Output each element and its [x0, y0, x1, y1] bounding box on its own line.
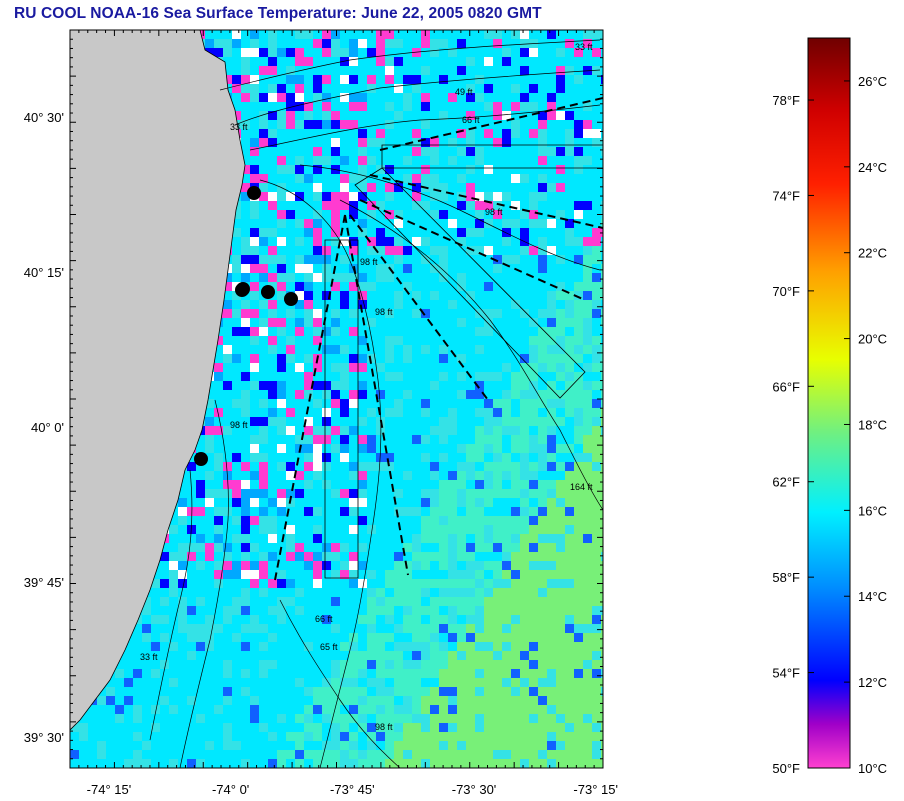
colorbar-c-label: 12°C	[858, 675, 887, 690]
stations	[194, 186, 298, 466]
map-title: RU COOL NOAA-16 Sea Surface Temperature:…	[14, 5, 542, 22]
colorbar-gradient	[807, 37, 851, 769]
colorbar-c-label: 24°C	[858, 160, 887, 175]
contour-label: 66 ft	[315, 614, 333, 624]
lon-label: -73° 30'	[452, 782, 497, 797]
lon-label: -73° 45'	[330, 782, 375, 797]
axis-ticks	[69, 29, 604, 769]
station-marker	[194, 452, 208, 466]
colorbar-c-label: 18°C	[858, 417, 887, 432]
station-marker	[247, 186, 261, 200]
contour-label: 33 ft	[140, 652, 158, 662]
lat-label: 40° 30'	[24, 110, 64, 125]
colorbar-f-label: 54°F	[772, 666, 800, 681]
station-marker	[236, 282, 250, 296]
transect-lines	[274, 97, 603, 581]
contour-label: 33 ft	[575, 42, 593, 52]
colorbar-fahrenheit-labels: 78°F 74°F 70°F 66°F 62°F 58°F 54°F 50°F	[772, 93, 814, 776]
lon-label: -74° 0'	[212, 782, 249, 797]
colorbar-c-label: 26°C	[858, 74, 887, 89]
contour-label: 98 ft	[360, 257, 378, 267]
lat-label: 40° 0'	[31, 420, 64, 435]
contour-label: 66 ft	[462, 115, 480, 125]
colorbar-f-label: 66°F	[772, 379, 800, 394]
contour-depth-labels: 33 ft 49 ft 66 ft 98 ft 98 ft 98 ft 98 ft 164 f…	[140, 42, 593, 732]
contour-label: 98 ft	[375, 722, 393, 732]
colorbar-f-label: 50°F	[772, 761, 800, 776]
lat-label: 40° 15'	[24, 265, 64, 280]
bay-coastline	[70, 30, 246, 731]
contour-label: 33 ft	[230, 122, 248, 132]
colorbar-c-label: 20°C	[858, 332, 887, 347]
latitude-labels: 40° 30' 40° 15' 40° 0' 39° 45' 39° 30'	[24, 110, 64, 745]
colorbar-c-label: 10°C	[858, 761, 887, 776]
station-marker	[284, 292, 298, 306]
colorbar-f-label: 70°F	[772, 284, 800, 299]
lat-label: 39° 30'	[24, 730, 64, 745]
colorbar-f-label: 62°F	[772, 475, 800, 490]
contour-label: 65 ft	[320, 642, 338, 652]
contour-label: 164 ft	[570, 482, 593, 492]
bathymetry-contours	[149, 39, 603, 768]
colorbar-f-label: 78°F	[772, 93, 800, 108]
colorbar-c-label: 14°C	[858, 589, 887, 604]
lat-label: 39° 45'	[24, 575, 64, 590]
land-new-jersey	[70, 30, 245, 730]
contour-label: 49 ft	[455, 87, 473, 97]
colorbar-c-label: 22°C	[858, 246, 887, 261]
contour-label: 98 ft	[485, 207, 503, 217]
colorbar-c-label: 16°C	[858, 503, 887, 518]
lon-label: -73° 15'	[573, 782, 618, 797]
station-marker	[261, 285, 275, 299]
lon-label: -74° 15'	[87, 782, 132, 797]
colorbar-f-label: 58°F	[772, 570, 800, 585]
contour-label: 98 ft	[375, 307, 393, 317]
longitude-labels: -74° 15' -74° 0' -73° 45' -73° 30' -73° 15'	[87, 782, 618, 797]
contour-label: 98 ft	[230, 420, 248, 430]
colorbar-celsius-labels: 26°C 24°C 22°C 20°C 18°C 16°C 14°C 12°C 10°C	[844, 74, 887, 776]
colorbar-f-label: 74°F	[772, 188, 800, 203]
